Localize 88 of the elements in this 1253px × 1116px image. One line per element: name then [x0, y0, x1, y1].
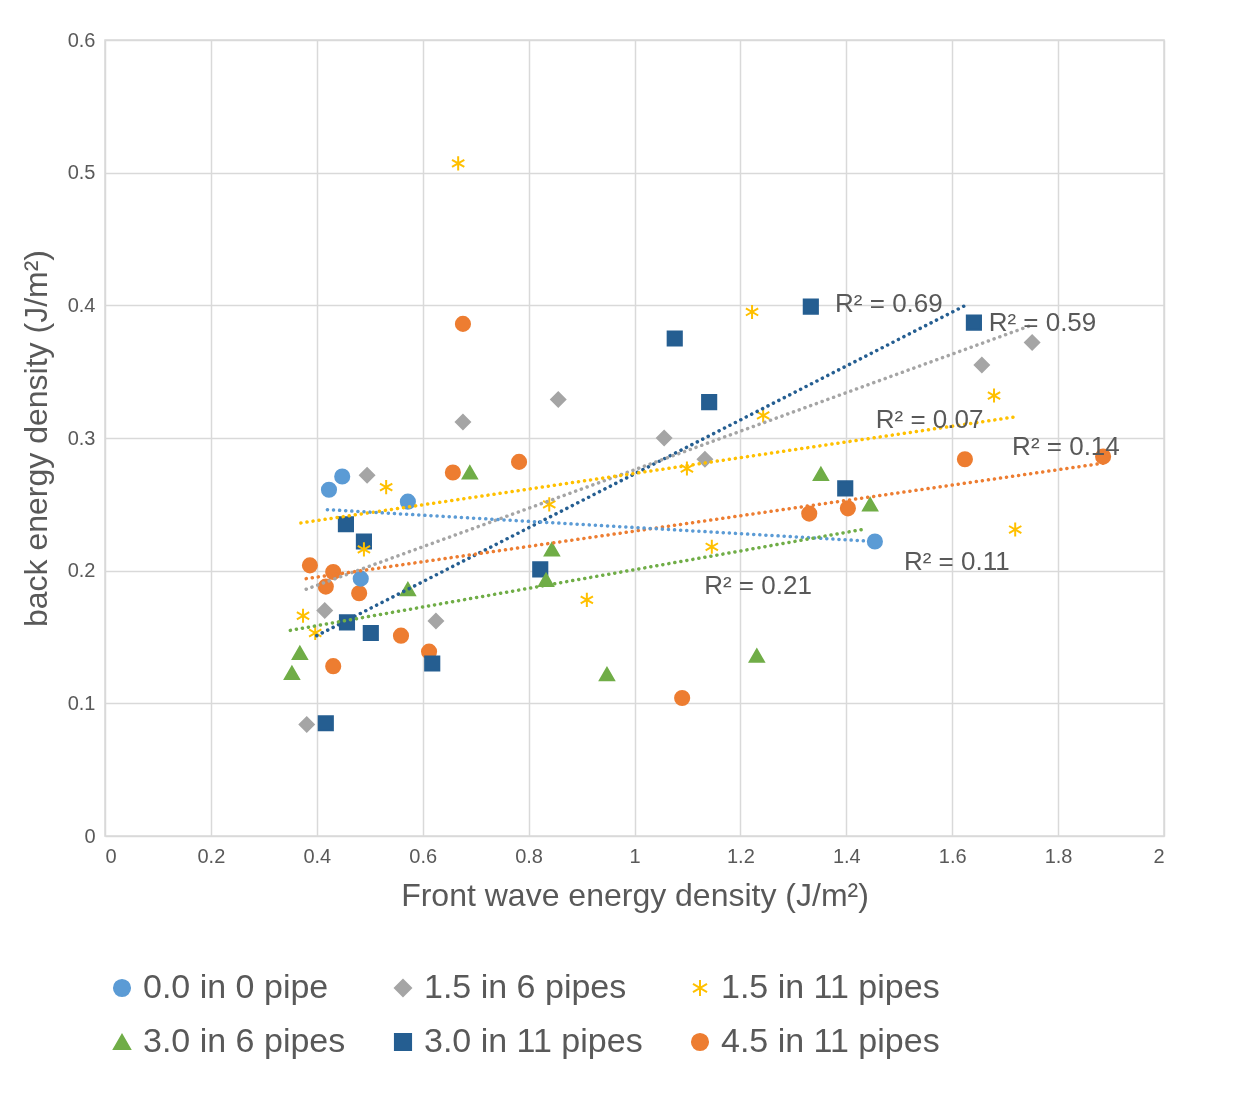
annotation: R² = 0.21 — [704, 569, 812, 600]
point — [748, 648, 765, 663]
legend-label: 0.0 in 0 pipe — [143, 967, 329, 1005]
legend-label: 1.5 in 11 pipes — [721, 967, 940, 1005]
y-axis-title: back energy density (J/m²) — [17, 249, 54, 628]
point — [973, 356, 990, 374]
point — [1008, 521, 1023, 538]
point — [532, 561, 549, 578]
point — [862, 497, 879, 512]
point — [454, 414, 472, 431]
point — [325, 658, 342, 675]
point — [291, 645, 308, 661]
point — [352, 570, 369, 587]
point — [301, 557, 318, 574]
point — [837, 480, 854, 497]
x-tick-label: 0.6 — [409, 844, 438, 867]
point — [283, 665, 300, 680]
x-tick-label: 0.8 — [515, 844, 544, 867]
point — [802, 298, 819, 315]
point — [656, 429, 673, 447]
point — [756, 407, 771, 424]
x-tick-label: 1.8 — [1044, 844, 1073, 867]
point — [701, 394, 718, 411]
point — [320, 481, 338, 498]
x-tick-label: 0.2 — [197, 844, 226, 867]
point — [542, 496, 557, 513]
y-tick-label: 0.5 — [67, 161, 96, 184]
point — [451, 155, 466, 172]
point — [704, 538, 719, 555]
x-tick-label: 1.6 — [938, 844, 967, 867]
x-tick-label: 1.2 — [726, 844, 755, 867]
point — [399, 493, 416, 510]
point — [317, 715, 334, 732]
point — [308, 624, 323, 642]
point — [543, 542, 560, 557]
point — [362, 624, 379, 642]
point — [454, 315, 472, 332]
point — [461, 465, 478, 480]
point — [801, 505, 818, 522]
y-tick-label: 0 — [84, 824, 96, 847]
x-tick-label: 0.4 — [303, 844, 332, 867]
point — [550, 391, 567, 408]
point — [444, 464, 461, 481]
legend-label: 1.5 in 6 pipes — [424, 967, 627, 1005]
x-axis-title: Front wave energy density (J/m²) — [401, 876, 869, 913]
annotation: R² = 0.59 — [988, 307, 1097, 338]
point — [356, 541, 372, 558]
point — [956, 451, 973, 468]
point — [379, 479, 394, 496]
point — [334, 468, 351, 485]
y-tick-label: 0.6 — [67, 28, 96, 51]
point — [839, 500, 856, 517]
y-tick-label: 0.1 — [67, 691, 96, 714]
point — [598, 667, 616, 682]
annotation: R² = 0.69 — [835, 288, 943, 319]
point — [666, 330, 683, 347]
point — [295, 607, 311, 624]
legend-label: 3.0 in 6 pipes — [143, 1021, 346, 1059]
point — [511, 453, 528, 470]
x-tick-label: 1.4 — [832, 844, 861, 867]
point — [812, 466, 829, 481]
legend-label: 4.5 in 11 pipes — [721, 1021, 940, 1059]
point — [359, 467, 376, 484]
y-tick-label: 0.2 — [67, 559, 96, 582]
legend-label: 3.0 in 11 pipes — [424, 1021, 643, 1059]
point — [351, 585, 368, 602]
x-tick-label: 0 — [105, 844, 117, 867]
point — [316, 602, 333, 619]
point — [744, 303, 760, 321]
point — [579, 591, 594, 608]
annotation: R² = 0.11 — [903, 546, 1010, 577]
point — [1024, 334, 1041, 351]
point — [986, 387, 1002, 404]
point — [965, 314, 982, 331]
y-tick-label: 0.3 — [67, 426, 96, 449]
point — [866, 533, 883, 550]
point — [337, 516, 354, 533]
point — [679, 460, 695, 477]
point — [424, 655, 441, 672]
point — [674, 689, 691, 707]
annotation: R² = 0.14 — [1012, 431, 1120, 462]
point — [427, 613, 445, 630]
y-tick-label: 0.4 — [67, 293, 96, 316]
x-tick-label: 1 — [629, 844, 641, 867]
x-tick-label: 2 — [1153, 844, 1165, 867]
point — [392, 627, 410, 644]
point — [298, 716, 315, 733]
annotation: R² = 0.07 — [875, 403, 984, 434]
